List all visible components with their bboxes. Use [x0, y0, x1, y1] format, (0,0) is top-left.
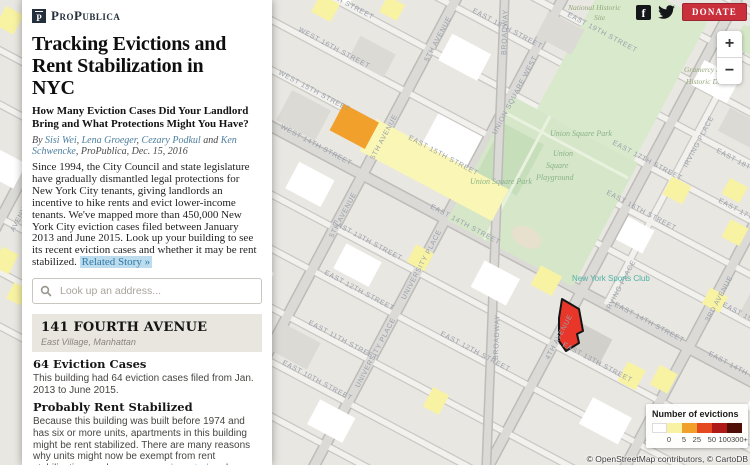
page-title: Tracking Evictions and Rent Stabilizatio… — [32, 33, 227, 99]
park-label: Playground — [535, 173, 574, 182]
search-input[interactable] — [58, 284, 254, 299]
legend-tick-labels: 0 5 25 50 100 300+ — [652, 435, 748, 444]
broadway-road — [481, 0, 510, 465]
search-icon — [40, 285, 52, 297]
facebook-icon[interactable]: f — [635, 4, 651, 20]
author-link[interactable]: Ken Schwencke — [32, 135, 237, 157]
hist-label: Historic District — [685, 77, 736, 86]
legend-swatch — [667, 423, 682, 433]
legend-tick: 0 — [666, 435, 671, 444]
intro-paragraph: Since 1994, the City Council and state l… — [32, 161, 257, 269]
legend-color-ramp — [652, 423, 742, 433]
legend-tick: 50 — [707, 435, 716, 444]
author-link[interactable]: Lena Groeger — [81, 135, 137, 146]
rent-stabilized-heading: Probably Rent Stabilized — [33, 400, 193, 415]
byline-text: By — [32, 135, 46, 146]
address-search-box[interactable] — [32, 278, 262, 305]
legend-swatch — [682, 423, 697, 433]
park-label: Square — [546, 161, 569, 170]
building-address: 141 FOURTH AVENUE — [41, 320, 208, 336]
rent-stabilized-text: Because this building was built before 1… — [33, 416, 261, 465]
building-card: 141 FOURTH AVENUE East Village, Manhatta… — [32, 314, 262, 465]
vacancy-decontrol-link[interactable]: vacancy decontrol — [128, 463, 209, 465]
hist-label: National Historic — [567, 3, 621, 12]
legend-swatch — [712, 423, 727, 433]
twitter-icon[interactable] — [658, 5, 675, 19]
zoom-out-button[interactable]: − — [724, 62, 735, 79]
hist-label: Gramercy Park — [684, 65, 731, 74]
park-label: Union Square Park — [470, 177, 532, 186]
byline: By Sisi Wei, Lena Groeger, Cezary Podkul… — [32, 135, 262, 157]
legend-swatch — [727, 423, 742, 433]
zoom-in-button[interactable]: + — [717, 31, 742, 58]
avenue-label: BROADWAY — [501, 9, 510, 55]
related-story-link[interactable]: Related Story » — [79, 256, 153, 269]
article-deck: How Many Eviction Cases Did Your Landlor… — [32, 105, 249, 130]
top-bar: f DONATE — [635, 3, 747, 21]
propublica-wordmark: ProPublica — [51, 7, 121, 23]
map-attribution[interactable]: © OpenStreetMap contributors, © CartoDB — [586, 454, 748, 464]
legend-tick: 100 — [718, 435, 731, 444]
hist-label: Site — [594, 13, 606, 22]
avenue-label: BROADWAY — [493, 314, 502, 360]
eviction-cases-text: This building had 64 eviction cases file… — [33, 373, 254, 396]
propublica-logo[interactable]: P ProPublica — [32, 8, 262, 23]
poi-label: New York Sports Club — [572, 274, 650, 283]
map-legend: Number of evictions 0 5 25 50 100 300+ — [646, 404, 748, 448]
legend-swatch — [652, 423, 667, 433]
byline-text: , ProPublica, Dec. 15, 2016 — [75, 146, 188, 157]
legend-swatch — [697, 423, 712, 433]
legend-tick: 25 — [692, 435, 701, 444]
building-card-header: 141 FOURTH AVENUE East Village, Manhatta… — [32, 314, 262, 353]
author-link[interactable]: Cezary Podkul — [141, 135, 201, 146]
park-label: Union Square Park — [550, 129, 612, 138]
author-link[interactable]: Sisi Wei — [45, 135, 77, 146]
donate-button[interactable]: DONATE — [681, 3, 747, 21]
byline-text: , — [76, 135, 82, 146]
selected-building-highlight[interactable] — [558, 298, 584, 352]
map-zoom-control: + − — [717, 31, 742, 84]
legend-tick: 300+ — [731, 435, 748, 444]
eviction-building-mid[interactable] — [329, 103, 379, 150]
byline-text: , — [136, 135, 142, 146]
sidebar-panel: P ProPublica Tracking Evictions and Rent… — [22, 0, 272, 465]
propublica-logo-icon: P — [32, 8, 46, 23]
park-label: Union — [553, 149, 573, 158]
eviction-cases-heading: 64 Eviction Cases — [33, 357, 147, 372]
legend-tick: 5 — [681, 435, 686, 444]
building-neighborhood: East Village, Manhattan — [41, 337, 136, 348]
legend-title: Number of evictions — [652, 409, 739, 419]
byline-text: and — [200, 135, 221, 146]
